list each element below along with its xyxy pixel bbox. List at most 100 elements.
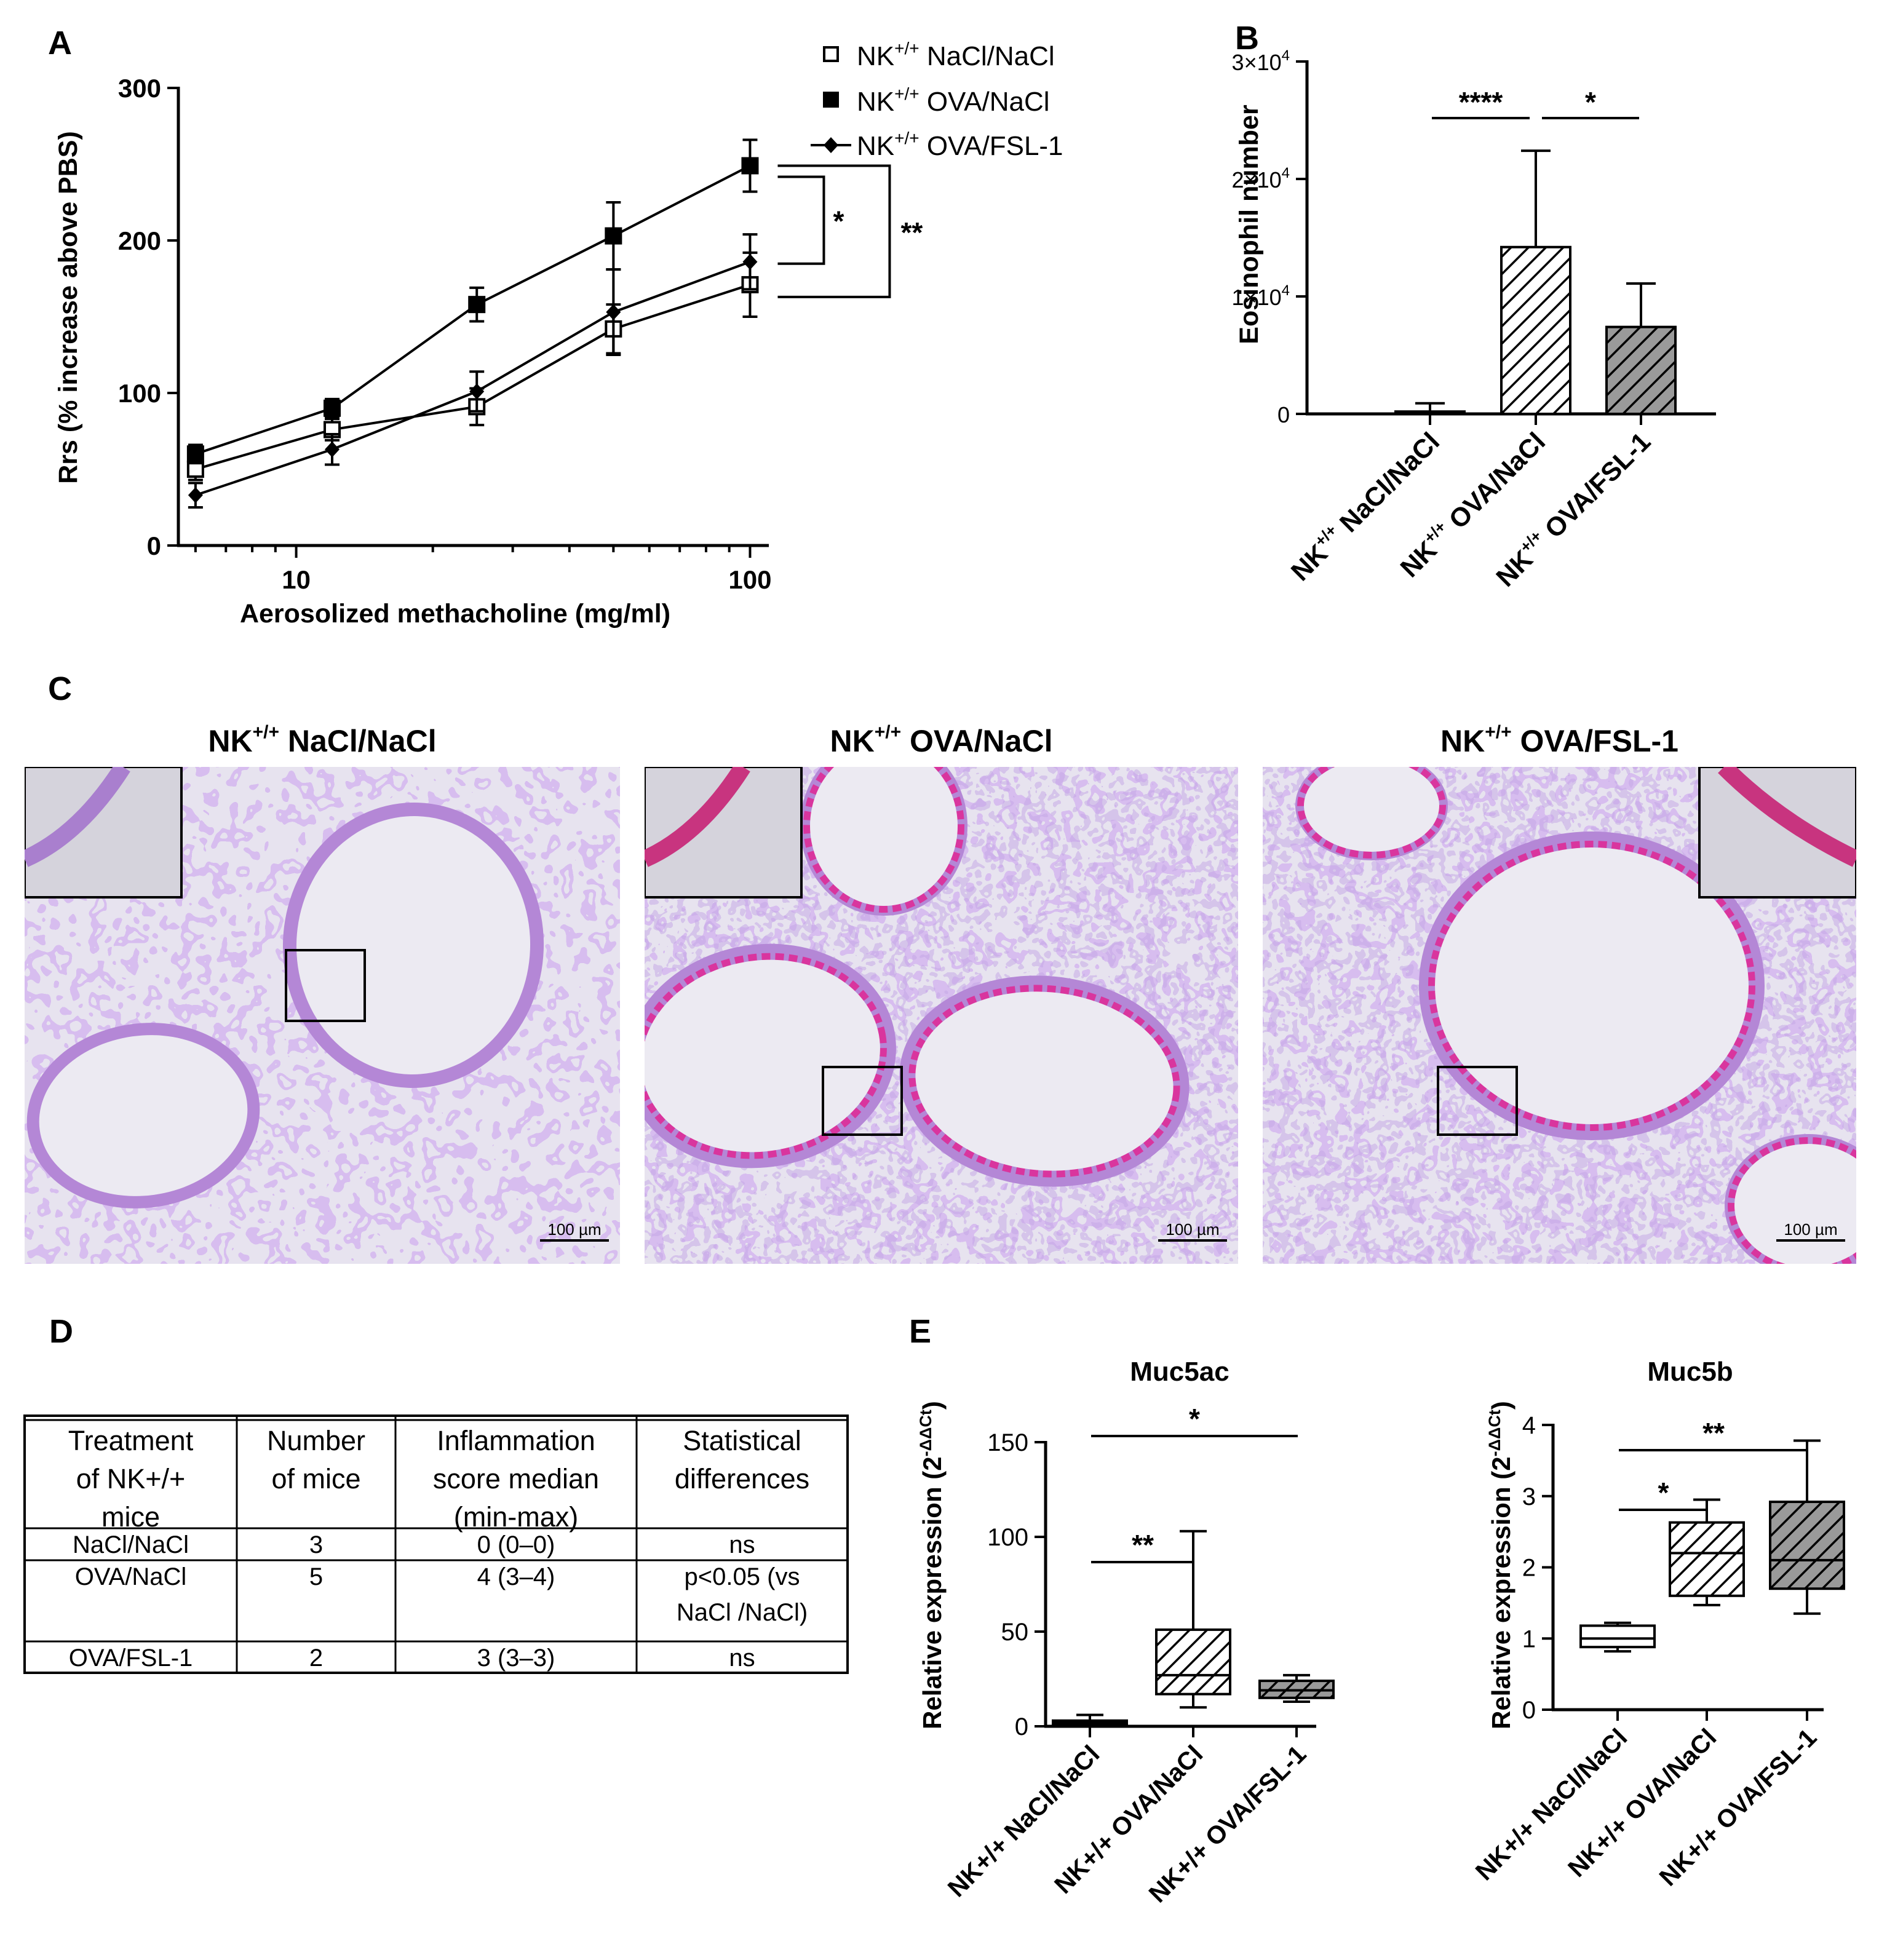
panel-a-y-axis-label: Rrs (% increase above PBS)	[54, 131, 83, 484]
e-y-tick-label: 4	[1522, 1412, 1536, 1439]
micrograph-title-post: NaCl/NaCl	[279, 724, 437, 758]
b-y-tick-label: 2×104	[1232, 165, 1290, 192]
b-y-tick-label: 3×104	[1232, 47, 1290, 75]
inset-epithelium	[1718, 767, 1856, 867]
e-y-tick-label: 100	[987, 1524, 1028, 1551]
legend-label-1-post: OVA/NaCl	[920, 87, 1050, 117]
micrograph-image-1: 100 µm	[645, 767, 1238, 1264]
airway-mucus-stain	[1728, 1137, 1856, 1264]
airway-mucus-stain	[1428, 841, 1755, 1131]
panel-a-x-axis-label: Aerosolized methacholine (mg/ml)	[240, 599, 670, 629]
e-y-tick-label: 3	[1522, 1483, 1536, 1510]
b-y-tick-base: 1×10	[1232, 285, 1282, 310]
legend-label-1-sup: +/+	[894, 84, 919, 103]
micrograph-image-0: 100 µm	[25, 767, 620, 1264]
e-x-tick-label: NK+/+ NaCl/NaCl	[1470, 1723, 1633, 1886]
micrograph-title-pre: NK	[830, 724, 875, 758]
a-x-tick-label: 10	[282, 565, 311, 594]
table-cell: p<0.05 (vs	[685, 1563, 800, 1590]
a-point-filled-diamond	[742, 253, 758, 270]
muc5ac-y-label-exp: -ΔΔCt	[916, 1410, 935, 1456]
b-y-tick-base: 0	[1277, 402, 1290, 427]
airway-lumen	[39, 1035, 248, 1196]
legend-entry-nacl-nacl: NK+/+ NaCl/NaCl	[823, 39, 1055, 71]
b-bar	[1500, 245, 1571, 415]
legend-entry-ova-fsl1: NK+/+ OVA/FSL-1	[811, 129, 1063, 161]
panel-a-letter: A	[48, 25, 72, 61]
b-y-tick-label: 1×104	[1232, 282, 1290, 310]
muc5ac-axes: 0 50 100 150	[987, 1429, 1316, 1740]
table-header-cell: Statistical	[683, 1425, 801, 1456]
airway-mucus-stain	[908, 985, 1180, 1178]
e-y-tick-label: 0	[1522, 1697, 1536, 1724]
legend-label-2-post: OVA/FSL-1	[920, 131, 1063, 161]
inflammation-score-table: Treatment of NK+/+ mice Number of mice Inflam…	[23, 1414, 849, 1674]
a-point-filled-square	[741, 157, 759, 175]
e-box	[1769, 1501, 1845, 1590]
b-y-tick-exp: 4	[1282, 165, 1290, 181]
b-y-tick-label: 0	[1277, 402, 1290, 427]
b-bar	[1605, 325, 1677, 415]
legend-marker-filled-square	[823, 92, 839, 108]
b-bar	[1394, 410, 1466, 415]
a-y-tick-label: 300	[118, 74, 161, 103]
muc5ac-y-label-base: Relative expression (2	[918, 1456, 947, 1729]
table-header-cell: differences	[675, 1463, 809, 1494]
panel-e: E Muc5ac Muc5b 0 50 100 150 NK+/+ NaCl/NaCl…	[909, 1313, 1845, 1908]
inset-epithelium	[25, 767, 130, 867]
scale-bar-label: 100 µm	[1166, 1220, 1219, 1239]
table-header-cell: of NK+/+	[76, 1463, 186, 1494]
a-y-tick-label: 200	[118, 226, 161, 255]
table-cell: 3	[309, 1531, 323, 1558]
b-y-tick-base: 3×10	[1232, 50, 1282, 75]
panel-a: A 0 100 200 300 10 100 Aerosolized methacholi…	[48, 25, 1063, 629]
panel-a-marks	[186, 138, 759, 509]
micrograph-image-2: 100 µm	[1263, 767, 1856, 1264]
table-cell: 0 (0–0)	[477, 1531, 555, 1558]
zoom-region-box	[1437, 1066, 1518, 1136]
airway-mucus-stain	[803, 767, 964, 913]
e-y-tick-label: 0	[1015, 1713, 1028, 1740]
inset-epithelium	[645, 767, 750, 867]
micrograph-title-2: NK+/+ OVA/FSL-1	[1440, 722, 1678, 758]
muc5b-title: Muc5b	[1647, 1357, 1733, 1387]
legend-marker-filled-diamond	[824, 137, 838, 153]
b-x-label-post: OVA/NaCl	[1438, 427, 1551, 540]
panel-b-significance: **** *	[1432, 86, 1639, 119]
a-sig-bracket-inner	[777, 175, 825, 265]
zoom-region-box	[285, 949, 366, 1022]
b-sig-label: *	[1585, 86, 1596, 118]
b-x-label-post: OVA/FSL-1	[1534, 427, 1656, 549]
legend-marker-open-square	[823, 46, 839, 62]
table-border	[23, 1414, 849, 1674]
legend-label-2-sup: +/+	[894, 129, 919, 148]
legend-label-0-sup: +/+	[894, 39, 919, 58]
b-sig-label: ****	[1459, 86, 1503, 118]
a-point-filled-diamond	[469, 383, 485, 400]
a-point-filled-diamond	[606, 304, 621, 320]
a-sig-label-inner: *	[833, 205, 844, 237]
e-sig-label: *	[1189, 1403, 1200, 1435]
e-sig-label: *	[1658, 1477, 1669, 1509]
e-box	[1579, 1624, 1656, 1649]
a-sig-label-outer: **	[900, 216, 923, 248]
micrograph-title-sup: +/+	[875, 722, 901, 742]
a-point-filled-square	[324, 399, 341, 417]
e-y-tick-label: 2	[1522, 1555, 1536, 1582]
micrograph-title-1: NK+/+ OVA/NaCl	[830, 722, 1053, 758]
table-cell: NaCl/NaCl	[73, 1531, 189, 1558]
muc5b-y-label-end: )	[1487, 1401, 1516, 1410]
legend-label-1-pre: NK	[857, 87, 894, 117]
muc5b-y-label-exp: -ΔΔCt	[1485, 1410, 1504, 1456]
table-header-cell: Number	[267, 1425, 365, 1456]
panel-b-y-axis-label: Eosinophil number	[1234, 105, 1264, 344]
a-point-filled-square	[605, 227, 622, 245]
panel-a-axes: 0 100 200 300 10 100	[118, 74, 772, 594]
micrograph-title-0: NK+/+ NaCl/NaCl	[208, 722, 436, 758]
table-cell: 3 (3–3)	[477, 1645, 555, 1672]
e-sig-label: **	[1132, 1529, 1154, 1561]
e-sig-label: **	[1702, 1417, 1725, 1449]
